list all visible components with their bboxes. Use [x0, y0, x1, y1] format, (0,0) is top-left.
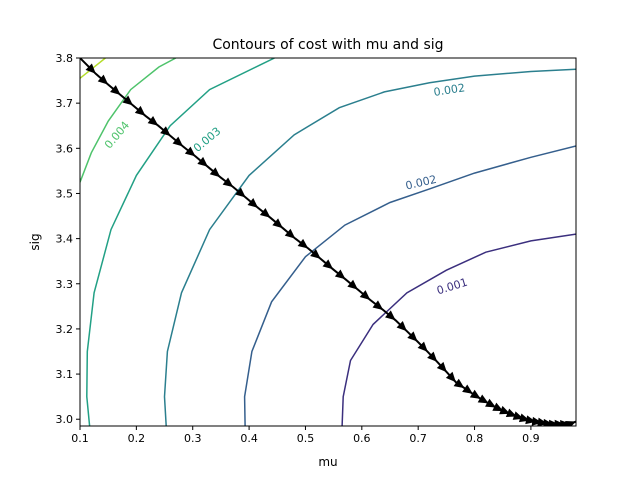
descent-path-line [80, 58, 576, 426]
descent-arrow-32 [453, 378, 465, 389]
contour-line-4 [80, 58, 177, 183]
descent-arrow-34 [469, 389, 481, 399]
descent-arrow-38 [499, 405, 511, 415]
x-axis: 0.1 0.2 0.3 0.4 0.5 0.6 0.7 0.8 0.9 [71, 426, 540, 445]
descent-arrow-18 [297, 238, 309, 249]
x-tick-label-4: 0.5 [297, 432, 315, 445]
descent-arrow-5 [134, 105, 146, 116]
x-tick-label-2: 0.3 [184, 432, 202, 445]
descent-arrow-33 [462, 384, 473, 394]
y-tick-label-5: 3.5 [56, 187, 74, 200]
descent-arrow-2 [97, 74, 109, 85]
descent-arrow-28 [417, 341, 428, 352]
descent-arrow-43 [531, 416, 543, 426]
descent-arrow-17 [284, 228, 296, 239]
descent-arrow-24 [372, 300, 384, 310]
x-tick-label-7: 0.8 [466, 432, 484, 445]
descent-arrow-8 [172, 136, 184, 147]
contour-line-3 [86, 58, 275, 426]
descent-arrow-6 [147, 116, 159, 126]
y-axis-label: sig [28, 233, 42, 250]
descent-arrow-27 [407, 331, 418, 342]
contour-label-group-4: 0.004 [97, 114, 135, 154]
descent-arrow-4 [122, 95, 133, 106]
descent-arrow-39 [505, 408, 517, 417]
descent-arrow-13 [235, 187, 246, 198]
descent-arrow-7 [160, 126, 171, 137]
descent-arrow-15 [259, 208, 271, 218]
contour-line-5 [80, 58, 106, 79]
contour-label-1: 0.002 [404, 173, 438, 193]
x-tick-label-0: 0.1 [71, 432, 89, 445]
contour-label-2: 0.002 [433, 81, 466, 99]
descent-arrow-12 [222, 177, 234, 188]
y-tick-label-2: 3.2 [56, 323, 74, 336]
x-tick-label-8: 0.9 [522, 432, 540, 445]
descent-arrow-26 [396, 321, 407, 332]
descent-arrow-25 [385, 310, 396, 321]
descent-arrow-35 [477, 394, 489, 404]
descent-arrow-14 [247, 198, 259, 208]
descent-arrow-21 [334, 269, 346, 280]
descent-arrow-22 [347, 279, 358, 290]
descent-arrow-37 [492, 402, 504, 412]
descent-arrow-29 [427, 351, 438, 362]
x-tick-label-5: 0.6 [353, 432, 371, 445]
descent-arrow-48 [560, 420, 571, 426]
x-tick-label-6: 0.7 [409, 432, 427, 445]
contour-label-group-1: 0.002 [399, 169, 442, 193]
descent-arrow-20 [322, 259, 334, 270]
y-tick-label-8: 3.8 [56, 52, 74, 65]
y-tick-label-4: 3.4 [56, 233, 74, 246]
y-tick-label-7: 3.7 [56, 97, 74, 110]
descent-arrow-1 [85, 63, 96, 74]
descent-arrow-23 [359, 290, 371, 300]
descent-arrow-16 [272, 218, 283, 229]
plot-frame [79, 57, 577, 427]
chart-title: Contours of cost with mu and sig [212, 37, 443, 53]
contour-line-0 [341, 233, 576, 426]
contour-label-group-2: 0.002 [428, 78, 470, 99]
contour-label-0: 0.001 [435, 276, 469, 298]
x-axis-label: mu [318, 455, 337, 469]
descent-arrow-19 [310, 249, 321, 259]
descent-arrow-3 [110, 85, 121, 95]
descent-arrow-10 [197, 156, 208, 167]
y-tick-label-3: 3.3 [56, 278, 74, 291]
y-tick-label-0: 3.0 [56, 413, 74, 426]
contour-line-1 [243, 145, 576, 426]
descent-arrow-30 [436, 361, 447, 373]
x-tick-label-1: 0.2 [128, 432, 146, 445]
y-axis: 3.0 3.1 3.2 3.3 3.4 3.5 3.6 3.7 3.8 [56, 52, 80, 426]
descent-arrow-31 [445, 371, 456, 383]
descent-arrow-11 [209, 167, 221, 178]
descent-arrow-36 [485, 398, 496, 408]
y-tick-label-6: 3.6 [56, 142, 74, 155]
descent-arrow-49 [565, 421, 576, 426]
y-tick-label-1: 3.1 [56, 368, 74, 381]
x-tick-label-3: 0.4 [240, 432, 258, 445]
descent-arrow-9 [184, 146, 196, 157]
contour-line-2 [163, 68, 576, 426]
